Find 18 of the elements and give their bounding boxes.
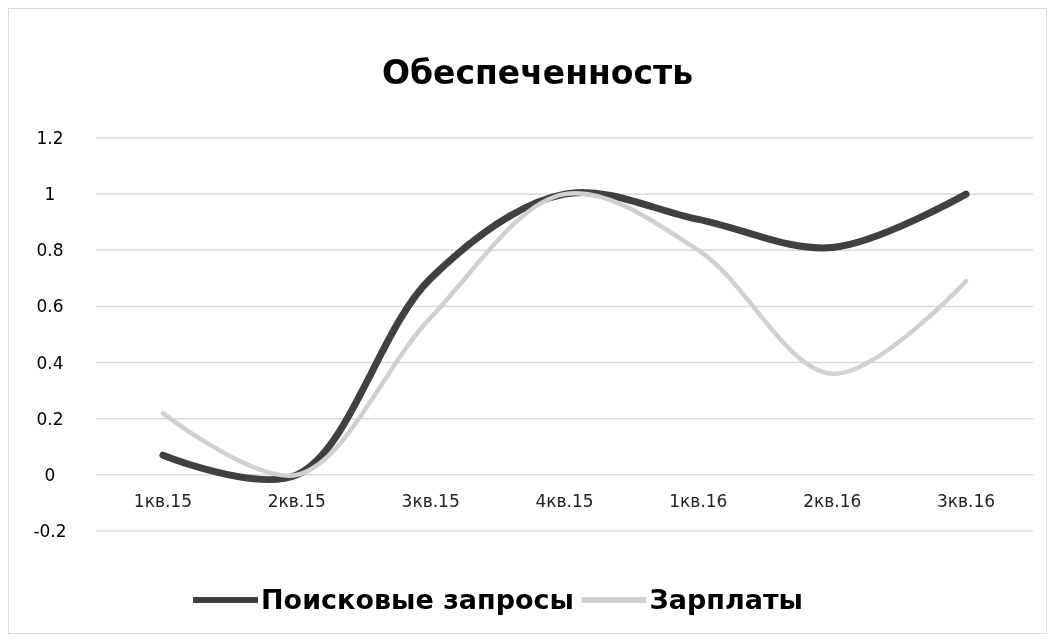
x-tick-label: 1кв.16 xyxy=(669,490,728,511)
y-tick-label: 1.2 xyxy=(36,127,64,148)
y-tick-label: 0.4 xyxy=(36,352,64,373)
x-tick-label: 2кв.15 xyxy=(267,490,326,511)
y-tick-label: 0.8 xyxy=(36,240,64,261)
x-tick-label: 1кв.15 xyxy=(133,490,192,511)
legend-label: Зарплаты xyxy=(649,584,803,616)
legend-label: Поисковые запросы xyxy=(261,584,575,616)
y-tick-label: 1 xyxy=(44,184,56,205)
y-tick-label: 0.2 xyxy=(36,408,64,429)
chart-title: Обеспеченность xyxy=(381,53,694,92)
x-tick-label: 3кв.15 xyxy=(401,490,460,511)
x-tick-label: 4кв.15 xyxy=(535,490,594,511)
x-tick-label: 2кв.16 xyxy=(803,490,862,511)
y-tick-label: 0.6 xyxy=(36,296,64,317)
y-tick-label: 0 xyxy=(44,464,56,485)
x-tick-label: 3кв.16 xyxy=(937,490,996,511)
y-tick-label: -0.2 xyxy=(33,520,67,541)
